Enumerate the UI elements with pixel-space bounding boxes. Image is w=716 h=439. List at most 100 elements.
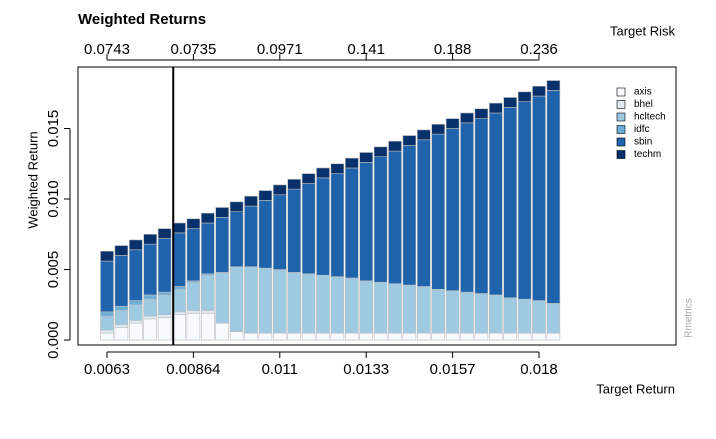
bar-segment [157, 314, 172, 318]
bar-segment [503, 297, 518, 334]
legend-swatch [616, 112, 626, 122]
bar-segment [431, 133, 446, 290]
bar-segment [157, 238, 172, 293]
legend-label: hcltech [634, 112, 666, 123]
bar-segment [301, 173, 316, 184]
bar-segment [388, 150, 402, 284]
bar-segment [258, 332, 273, 341]
bar-segment [114, 305, 129, 311]
bar-segment [445, 290, 460, 334]
bar-segment [143, 294, 157, 300]
bar-segment [287, 272, 302, 334]
bar-segment [546, 303, 561, 334]
bar-segment [546, 332, 561, 341]
bar-segment [546, 80, 561, 91]
bar-segment [157, 294, 172, 315]
bar-segment [129, 239, 143, 251]
bar-segment [143, 243, 157, 296]
bar-segment [359, 162, 374, 282]
legend-label: bhel [634, 99, 653, 110]
bar-segment [359, 280, 374, 334]
bar-segment [186, 310, 201, 314]
bar-segment [215, 207, 229, 218]
bar-segment [129, 249, 143, 301]
bar-segment [330, 163, 345, 174]
bar-segment [359, 152, 374, 163]
x-tick-label: 0.018 [520, 361, 558, 378]
bar-segment [460, 122, 474, 293]
bar-segment [416, 139, 431, 287]
bar-segment [474, 293, 489, 334]
bar-segment [460, 291, 474, 334]
legend-swatch [616, 150, 626, 159]
bar-segment [445, 332, 460, 341]
bar-segment [172, 232, 186, 287]
bar-segment [272, 184, 287, 196]
legend-label: sbin [634, 137, 652, 148]
bar-segment [100, 332, 114, 341]
bar-segment [344, 277, 359, 334]
bar-segment [172, 311, 186, 315]
x-axis-title: Target Return [596, 381, 675, 396]
bar-segment [445, 128, 460, 291]
y-tick-label: 0.000 [45, 321, 62, 359]
bar-segment [114, 327, 129, 341]
bar-segment [431, 123, 446, 135]
bar-segment [517, 332, 532, 341]
bar-segment [100, 250, 114, 262]
bar-segment [229, 331, 244, 341]
x-tick-label: 0.0063 [84, 361, 130, 378]
bar-segment [488, 294, 503, 334]
bar-segment [229, 266, 244, 332]
bar-segment [143, 233, 157, 245]
bar-segment [301, 183, 316, 275]
bar-segment [100, 260, 114, 313]
bar-segment [186, 281, 201, 311]
bar-segment [503, 107, 518, 299]
bar-segment [272, 332, 287, 341]
x2-tick-label: 0.236 [520, 41, 558, 58]
bar-segment [258, 267, 273, 334]
bar-segment [532, 300, 546, 334]
bar-segment [503, 97, 518, 108]
bar-segment [474, 118, 489, 294]
bar-segment [172, 288, 186, 313]
y-tick-label: 0.015 [45, 110, 62, 148]
bar-segment [201, 312, 215, 341]
bar-segment [344, 332, 359, 341]
bar-segment [402, 145, 417, 286]
bar-segment [229, 211, 244, 268]
bar-segment [114, 255, 129, 307]
y-axis-title: Weighted Return [25, 131, 40, 228]
bar-segment [100, 315, 114, 331]
bar-segment [416, 129, 431, 141]
bar-segment [373, 281, 388, 334]
bar-segment [532, 332, 546, 341]
bar-segment [330, 276, 345, 334]
bar-segment [344, 157, 359, 169]
bar-segment [517, 91, 532, 102]
x-tick-label: 0.0157 [430, 361, 476, 378]
bar-segment [359, 332, 374, 341]
bar-segment [488, 112, 503, 296]
x2-tick-label: 0.0971 [257, 41, 303, 58]
bar-segment [316, 332, 330, 341]
bar-segment [445, 118, 460, 129]
bar-segment [517, 101, 532, 300]
bar-segment [532, 85, 546, 97]
bar-segment [258, 190, 273, 201]
bar-segment [157, 228, 172, 239]
bar-segment [157, 291, 172, 296]
bar-segment [330, 332, 345, 341]
x-tick-label: 0.011 [262, 361, 298, 378]
bar-segment [474, 332, 489, 341]
bar-segment [100, 329, 114, 334]
legend-swatch [616, 87, 626, 97]
y-tick-label: 0.005 [45, 251, 62, 289]
legend-label: axis [634, 87, 652, 98]
bar-segment [546, 90, 561, 304]
bar-segment [129, 320, 143, 324]
bar-segment [503, 332, 518, 341]
